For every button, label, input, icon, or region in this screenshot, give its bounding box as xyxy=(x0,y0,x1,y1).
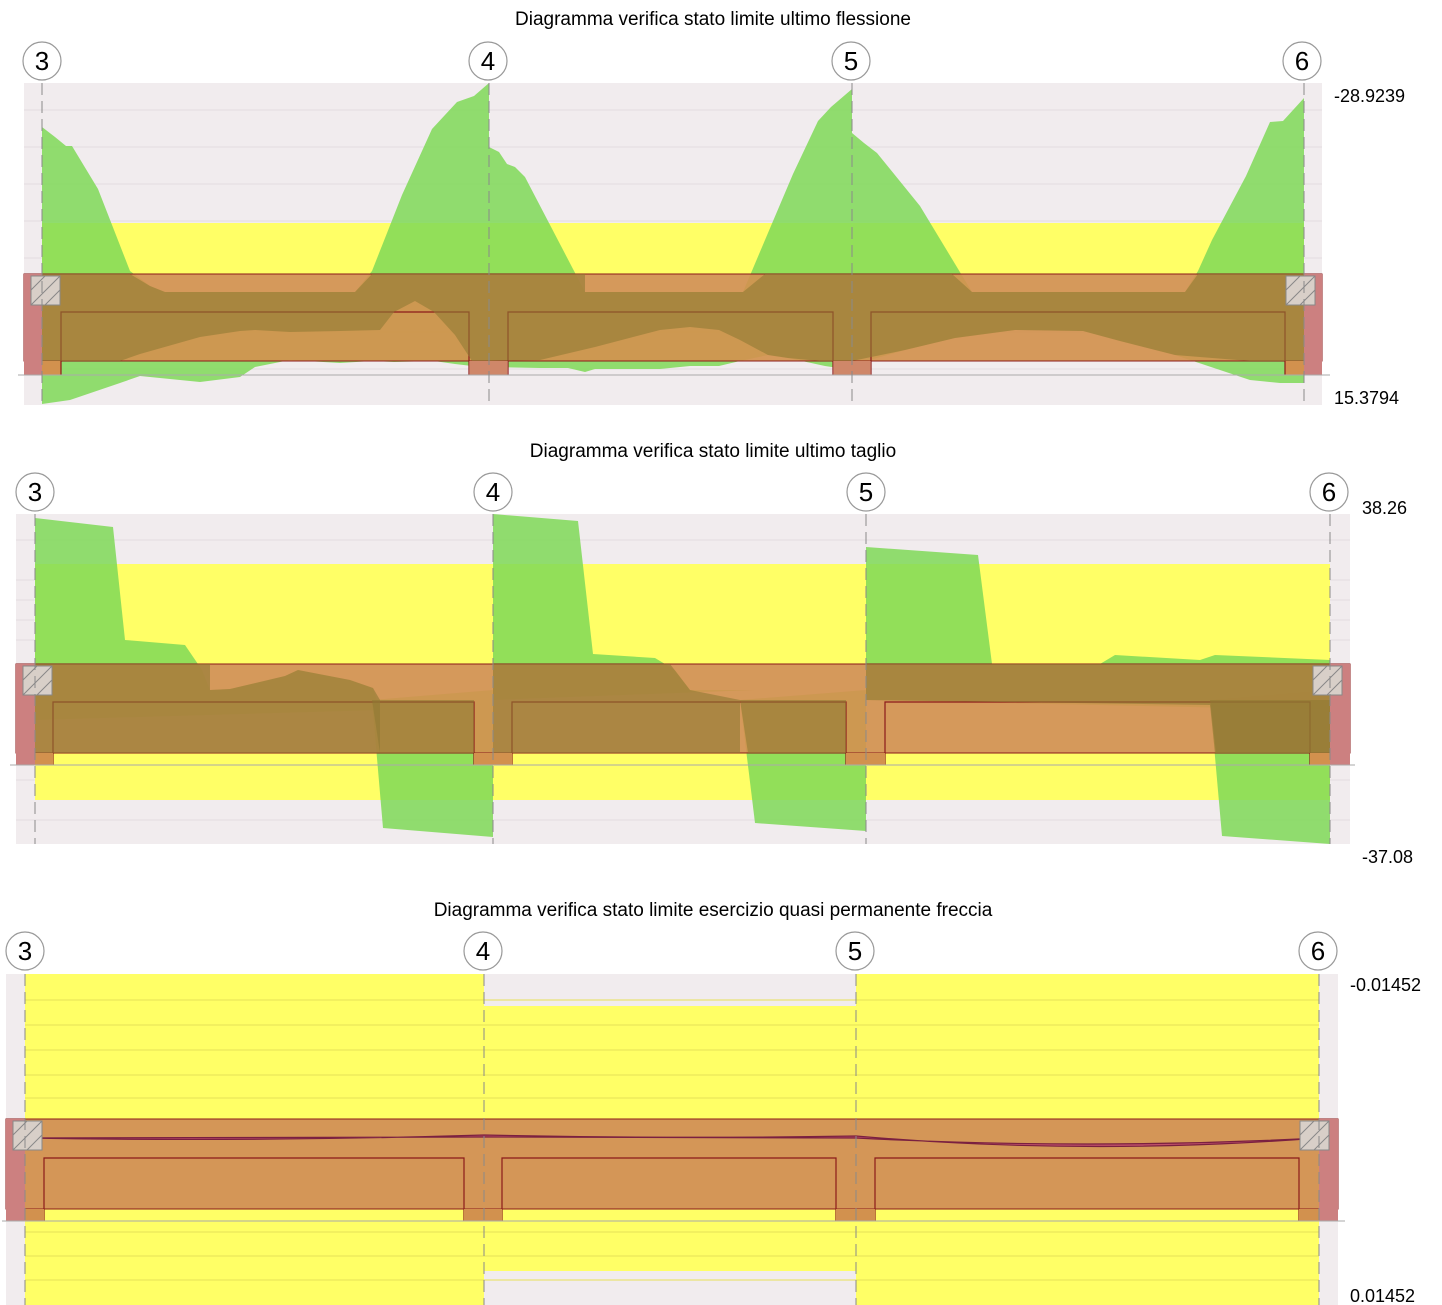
overlap-region xyxy=(493,664,740,753)
column-stub xyxy=(42,361,61,375)
svg-text:5: 5 xyxy=(859,477,873,507)
svg-text:4: 4 xyxy=(476,936,490,966)
svg-text:6: 6 xyxy=(1322,477,1336,507)
support-label-6: 6 xyxy=(1309,472,1349,512)
overlap-region xyxy=(372,700,474,753)
capacity-band-top xyxy=(25,974,484,1119)
support-label-5: 5 xyxy=(835,931,875,971)
support-label-4: 4 xyxy=(463,931,503,971)
svg-text:5: 5 xyxy=(844,46,858,76)
panel-flexure: Diagramma verifica stato limite ultimo f… xyxy=(18,9,1405,408)
support-label-5: 5 xyxy=(831,41,871,81)
support-label-6: 6 xyxy=(1298,931,1338,971)
capacity-band-bottom xyxy=(856,1209,1319,1305)
capacity-band-top xyxy=(35,564,1330,664)
column-stub xyxy=(35,753,53,765)
svg-text:3: 3 xyxy=(35,46,49,76)
capacity-band-bottom xyxy=(484,1209,856,1271)
panel-shear: Diagramma verifica stato limite ultimo t… xyxy=(10,441,1413,867)
column-stub xyxy=(1299,1209,1319,1221)
svg-text:5: 5 xyxy=(848,936,862,966)
column-stub xyxy=(464,1209,502,1221)
support-axes xyxy=(34,514,1331,844)
support-label-3: 3 xyxy=(22,41,62,81)
capacity-band-bottom xyxy=(35,753,1330,800)
overlap-region xyxy=(42,274,1304,361)
min-value-label: 0.01452 xyxy=(1350,1286,1415,1305)
max-value-label: -0.01452 xyxy=(1350,975,1421,995)
panel-title: Diagramma verifica stato limite ultimo t… xyxy=(530,441,896,462)
column-stub xyxy=(25,1209,44,1221)
column-stub xyxy=(1285,361,1304,375)
svg-text:3: 3 xyxy=(28,477,42,507)
support-axes xyxy=(24,974,1320,1305)
slab-outline xyxy=(43,1157,1300,1221)
support-block xyxy=(833,361,871,375)
support-label-5: 5 xyxy=(846,472,886,512)
support-label-6: 6 xyxy=(1282,41,1322,81)
panel-title: Diagramma verifica stato limite esercizi… xyxy=(434,900,993,921)
hatch-right xyxy=(1299,1120,1330,1151)
hatch-left xyxy=(30,275,61,306)
hatch-right xyxy=(1285,275,1316,306)
capacity-band-bottom xyxy=(25,1209,484,1305)
max-value-label: -28.9239 xyxy=(1334,86,1405,106)
svg-text:6: 6 xyxy=(1311,936,1325,966)
support-block xyxy=(469,361,508,375)
support-label-3: 3 xyxy=(5,931,45,971)
panel-deflection: Diagramma verifica stato limite esercizi… xyxy=(2,900,1421,1305)
capacity-band-top xyxy=(484,1006,856,1119)
beam-elevation xyxy=(5,1118,1339,1210)
hatch-right xyxy=(1312,665,1343,696)
hatch-left xyxy=(22,665,53,696)
support-label-4: 4 xyxy=(468,41,508,81)
panel-title: Diagramma verifica stato limite ultimo f… xyxy=(515,9,911,30)
overlap-region xyxy=(1210,700,1330,753)
svg-text:3: 3 xyxy=(18,936,32,966)
support-label-3: 3 xyxy=(15,472,55,512)
hatch-left xyxy=(12,1120,43,1151)
svg-text:4: 4 xyxy=(481,46,495,76)
capacity-band xyxy=(42,223,1304,274)
svg-text:6: 6 xyxy=(1295,46,1309,76)
max-value-label: 38.26 xyxy=(1362,498,1407,518)
overlap-region xyxy=(35,664,380,753)
capacity-band-top xyxy=(856,974,1319,1119)
shear-demand-positive xyxy=(493,514,755,700)
grid-lines xyxy=(25,999,1319,1281)
min-value-label: -37.08 xyxy=(1362,847,1413,867)
svg-text:4: 4 xyxy=(486,477,500,507)
min-value-label: 15.3794 xyxy=(1334,388,1399,408)
column-stub xyxy=(1310,753,1330,765)
support-label-4: 4 xyxy=(473,472,513,512)
overlap-region xyxy=(740,700,846,753)
